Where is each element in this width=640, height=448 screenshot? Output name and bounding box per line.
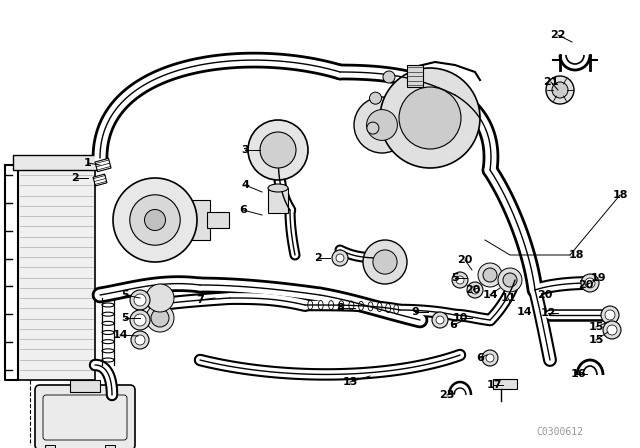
- Bar: [207, 212, 229, 228]
- Text: 10: 10: [452, 313, 468, 323]
- Circle shape: [603, 321, 621, 339]
- Circle shape: [456, 276, 464, 284]
- Circle shape: [156, 294, 164, 302]
- Circle shape: [552, 82, 568, 98]
- Circle shape: [363, 240, 407, 284]
- Text: 20: 20: [538, 290, 553, 300]
- Text: 8: 8: [336, 303, 344, 313]
- Text: 5: 5: [121, 313, 129, 323]
- Circle shape: [248, 120, 308, 180]
- Circle shape: [145, 210, 166, 231]
- Text: 15: 15: [588, 335, 604, 345]
- Text: 18: 18: [612, 190, 628, 200]
- Circle shape: [452, 272, 468, 288]
- Text: 17: 17: [486, 380, 502, 390]
- Circle shape: [146, 284, 174, 312]
- Circle shape: [546, 76, 574, 104]
- Text: 11: 11: [500, 293, 516, 303]
- Circle shape: [380, 68, 480, 168]
- Circle shape: [503, 273, 517, 287]
- Circle shape: [399, 87, 461, 149]
- Circle shape: [478, 263, 502, 287]
- Text: 6: 6: [476, 353, 484, 363]
- Circle shape: [367, 110, 397, 140]
- Text: 2: 2: [71, 173, 79, 183]
- Bar: [268, 188, 288, 213]
- Circle shape: [373, 250, 397, 274]
- Ellipse shape: [268, 184, 288, 192]
- FancyBboxPatch shape: [35, 385, 135, 448]
- Circle shape: [498, 268, 522, 292]
- Bar: [493, 379, 517, 389]
- Circle shape: [607, 325, 617, 335]
- Text: 9: 9: [411, 307, 419, 317]
- Text: 16: 16: [570, 369, 586, 379]
- Circle shape: [467, 282, 483, 298]
- Text: 7: 7: [196, 295, 204, 305]
- Text: 4: 4: [241, 180, 249, 190]
- Circle shape: [585, 278, 595, 288]
- Text: 13: 13: [342, 377, 358, 387]
- Text: 14: 14: [482, 290, 498, 300]
- Text: C0300612: C0300612: [536, 427, 584, 437]
- Circle shape: [151, 289, 169, 307]
- Circle shape: [436, 316, 444, 324]
- Circle shape: [471, 286, 479, 294]
- Text: 20: 20: [465, 285, 481, 295]
- Circle shape: [130, 290, 150, 310]
- Text: 6: 6: [449, 320, 457, 330]
- Circle shape: [369, 92, 381, 104]
- Circle shape: [432, 312, 448, 328]
- Circle shape: [151, 309, 169, 327]
- Bar: [13, 155, 98, 170]
- Text: 14: 14: [517, 307, 533, 317]
- Text: 21: 21: [543, 77, 559, 87]
- Circle shape: [482, 350, 498, 366]
- Text: 14: 14: [112, 330, 128, 340]
- Bar: [70, 380, 100, 392]
- Text: 22: 22: [550, 30, 566, 40]
- Text: 5: 5: [451, 273, 459, 283]
- Text: 15: 15: [588, 322, 604, 332]
- Polygon shape: [18, 165, 95, 380]
- Text: 6: 6: [239, 205, 247, 215]
- Circle shape: [483, 268, 497, 282]
- Circle shape: [354, 97, 410, 153]
- Text: 1: 1: [84, 158, 92, 168]
- Bar: [95, 158, 111, 172]
- Circle shape: [130, 310, 150, 330]
- Text: 23: 23: [439, 390, 454, 400]
- Text: 19: 19: [590, 273, 606, 283]
- Bar: [407, 65, 423, 87]
- Circle shape: [367, 122, 379, 134]
- Text: 20: 20: [458, 255, 473, 265]
- Circle shape: [581, 274, 599, 292]
- Bar: [45, 445, 55, 448]
- Circle shape: [383, 71, 395, 83]
- Circle shape: [260, 132, 296, 168]
- Circle shape: [113, 178, 197, 262]
- Bar: [192, 200, 210, 240]
- Text: 5: 5: [121, 290, 129, 300]
- Bar: [105, 445, 115, 448]
- Circle shape: [601, 306, 619, 324]
- Circle shape: [146, 304, 174, 332]
- Text: 12: 12: [540, 308, 556, 318]
- Text: 3: 3: [241, 145, 249, 155]
- Circle shape: [605, 310, 615, 320]
- Text: 2: 2: [314, 253, 322, 263]
- Circle shape: [336, 254, 344, 262]
- Text: 20: 20: [579, 280, 594, 290]
- Circle shape: [134, 294, 146, 306]
- Circle shape: [486, 354, 494, 362]
- Bar: [93, 174, 107, 186]
- Text: 18: 18: [568, 250, 584, 260]
- Circle shape: [134, 314, 146, 326]
- Circle shape: [130, 195, 180, 245]
- Circle shape: [135, 335, 145, 345]
- Circle shape: [332, 250, 348, 266]
- Circle shape: [131, 331, 149, 349]
